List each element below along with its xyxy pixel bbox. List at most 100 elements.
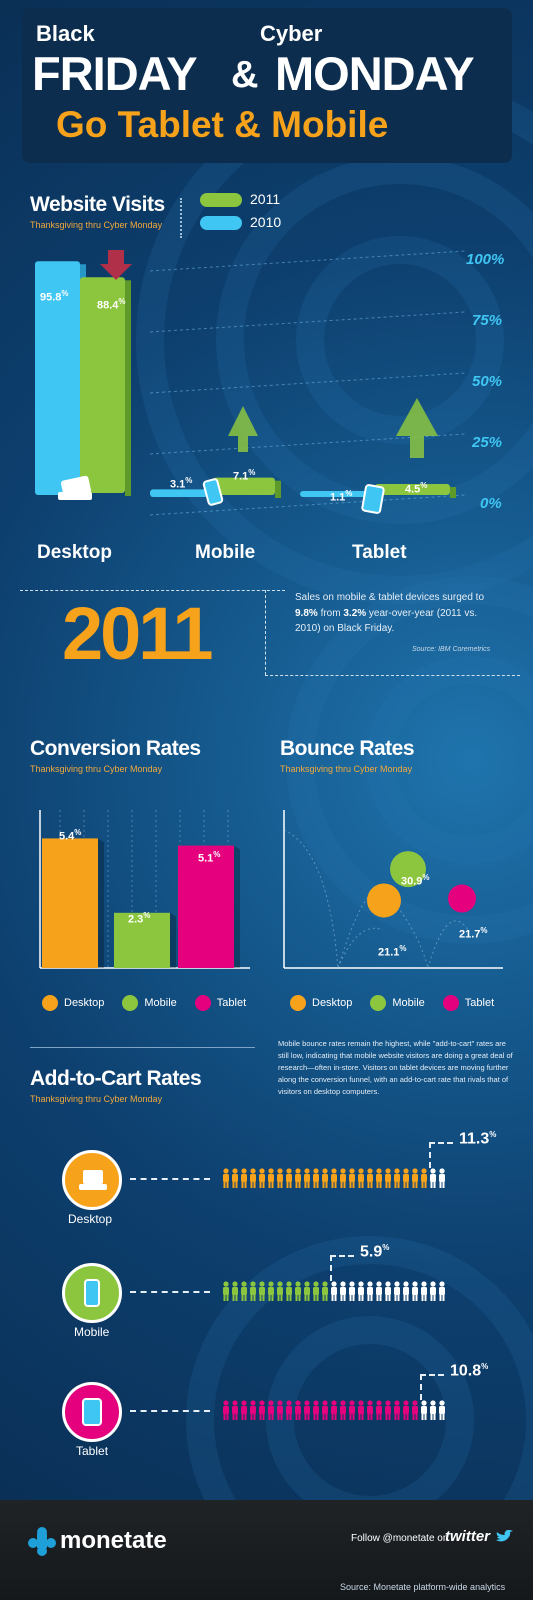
person-icon [358,1281,364,1301]
person-icon [277,1400,283,1420]
person-icon [268,1168,274,1188]
laptop-icon [58,475,92,500]
legend-desktop: Desktop [42,995,104,1011]
tablet-dot [442,995,459,1011]
legend-tablet: Tablet [442,995,494,1011]
person-icon [322,1168,328,1188]
person-icon [304,1400,310,1420]
axis-tick-25: 25% [472,434,503,451]
person-icon [376,1168,382,1188]
gridline-25 [149,433,466,455]
person-icon [421,1400,427,1420]
person-icon [322,1400,328,1420]
person-icon [430,1281,436,1301]
axis-tick-75: 75% [472,312,503,329]
connector-line [130,1291,210,1293]
person-icon [340,1400,346,1420]
person-icon [376,1281,382,1301]
person-icon [277,1281,283,1301]
conversion-chart [39,810,250,969]
bounce-mobile-label: 30.9% [401,873,430,888]
callout-text: Sales on mobile & tablet devices surged … [295,592,484,634]
person-icon [412,1281,418,1301]
title-banner: Black Cyber FRIDAY & MONDAY Go Tablet & … [22,8,512,163]
legend-mobile: Mobile [122,995,177,1011]
bar-side-desktop [98,838,104,968]
person-icon [430,1400,436,1420]
person-icon [430,1168,436,1188]
person-icon [340,1168,346,1188]
bar-2011-tablet [375,484,450,495]
person-icon [259,1281,265,1301]
cart-value-tablet: 10.8% [450,1362,489,1380]
year-callout [20,590,520,676]
bounce-subtitle: Thanksgiving thru Cyber Monday [280,764,413,774]
person-icon [286,1168,292,1188]
bar-2011-mobile [213,477,275,495]
person-icon [358,1168,364,1188]
person-icon [250,1281,256,1301]
person-icon [313,1168,319,1188]
person-icon [313,1281,319,1301]
person-icon [403,1168,409,1188]
value-marker-top [420,1374,444,1376]
person-icon [340,1281,346,1301]
up-arrow-icon [228,406,258,452]
desktop-2010-label: 95.8% [40,289,69,304]
conv-mobile-label: 2.3% [128,911,151,926]
website-visits-title: Website Visits [30,193,165,216]
people-row [222,1400,446,1420]
conv-desktop-label: 5.4% [59,828,82,843]
legend-swatch-2011 [200,193,242,207]
person-icon [223,1168,229,1188]
value-marker-top [330,1255,354,1257]
person-icon [439,1400,445,1420]
bounce-desktop-label: 21.1% [378,944,407,959]
down-arrow-icon [100,250,132,280]
person-icon [367,1400,373,1420]
footer-source: Source: Monetate platform-wide analytics [340,1582,506,1592]
footer-brand: monetate [60,1527,167,1554]
legend-tablet: Tablet [194,995,246,1011]
mobile-dot [122,995,139,1011]
person-icon [331,1400,337,1420]
legend-label-2011: 2011 [250,191,281,207]
person-icon [268,1400,274,1420]
person-icon [439,1168,445,1188]
mobile-2011-label: 7.1% [233,468,256,483]
people-row [222,1168,446,1188]
person-icon [412,1400,418,1420]
footer-follow[interactable]: Follow @monetate on [351,1533,449,1544]
monetate-logo [28,1527,56,1556]
bounce-title: Bounce Rates [280,737,415,760]
bar-side-tablet [234,845,240,968]
tablet-icon [62,1382,122,1442]
year-2011: 2011 [62,592,214,675]
twitter-logo[interactable]: twitter [445,1528,490,1545]
person-icon [295,1281,301,1301]
conversion-subtitle: Thanksgiving thru Cyber Monday [30,764,163,774]
add-to-cart-note: Mobile bounce rates remain the highest, … [278,1039,513,1096]
bounce-path [387,894,429,969]
title-amp: & [231,54,258,96]
person-icon [421,1168,427,1188]
axis-tick-0: 0% [480,495,502,512]
person-icon [349,1400,355,1420]
phone-icon [62,1263,122,1323]
website-visits-chart [35,250,466,516]
person-icon [250,1400,256,1420]
person-icon [403,1400,409,1420]
gridline-75 [149,311,466,333]
person-icon [232,1400,238,1420]
person-icon [331,1168,337,1188]
value-marker-top [429,1142,453,1144]
person-icon [331,1281,337,1301]
value-marker [330,1255,332,1281]
desktop-dot [290,995,306,1011]
person-icon [439,1281,445,1301]
up-arrow-icon [396,398,438,458]
tablet-2010-label: 1.1% [330,489,353,504]
section-divider [30,1047,255,1048]
person-icon [376,1400,382,1420]
bar-mobile [114,912,170,968]
